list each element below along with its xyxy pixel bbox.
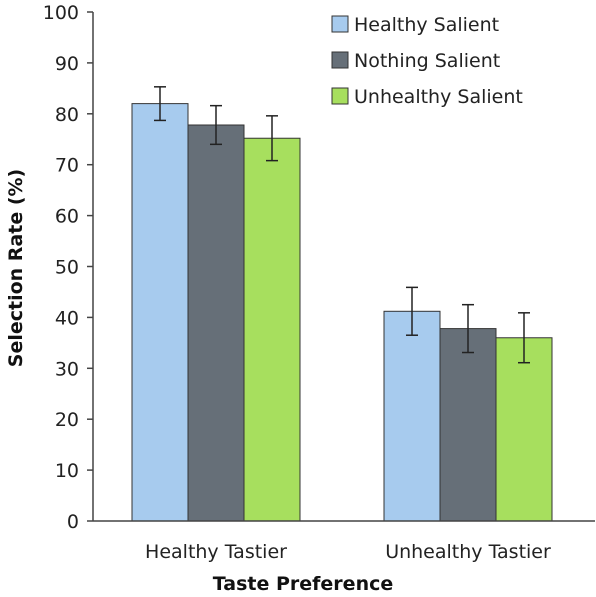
bar bbox=[243, 137, 301, 522]
error-bars bbox=[154, 86, 530, 364]
bar bbox=[187, 124, 245, 522]
legend-label: Unhealthy Salient bbox=[354, 86, 523, 108]
x-axis-title: Taste Preference bbox=[213, 573, 394, 595]
y-tick-label: 80 bbox=[55, 104, 79, 126]
bars bbox=[131, 103, 553, 522]
y-tick-label: 20 bbox=[55, 409, 79, 431]
y-tick-label: 60 bbox=[55, 206, 79, 228]
bar bbox=[495, 337, 553, 522]
bar bbox=[383, 310, 441, 522]
x-tick-label: Healthy Tastier bbox=[145, 541, 287, 563]
legend-swatch bbox=[331, 15, 349, 33]
y-axis-title: Selection Rate (%) bbox=[5, 169, 27, 367]
y-tick-label: 50 bbox=[55, 257, 79, 279]
x-tick-label: Unhealthy Tastier bbox=[385, 541, 551, 563]
y-axis-ticks: 0 10 20 30 40 50 60 70 80 90 100 bbox=[43, 2, 93, 533]
legend-label: Healthy Salient bbox=[354, 14, 499, 36]
y-tick-label: 10 bbox=[55, 460, 79, 482]
y-tick-label: 90 bbox=[55, 53, 79, 75]
x-axis-tick-labels: Healthy Tastier Unhealthy Tastier bbox=[145, 541, 551, 563]
bar bbox=[131, 103, 189, 522]
y-tick-label: 100 bbox=[43, 2, 79, 24]
legend-swatch bbox=[331, 87, 349, 105]
y-tick-label: 70 bbox=[55, 155, 79, 177]
legend: Healthy Salient Nothing Salient Unhealthy … bbox=[331, 14, 523, 108]
legend-label: Nothing Salient bbox=[354, 50, 500, 72]
y-tick-label: 0 bbox=[67, 511, 79, 533]
y-tick-label: 30 bbox=[55, 358, 79, 380]
y-tick-label: 40 bbox=[55, 307, 79, 329]
legend-swatch bbox=[331, 51, 349, 69]
bar bbox=[439, 328, 497, 522]
